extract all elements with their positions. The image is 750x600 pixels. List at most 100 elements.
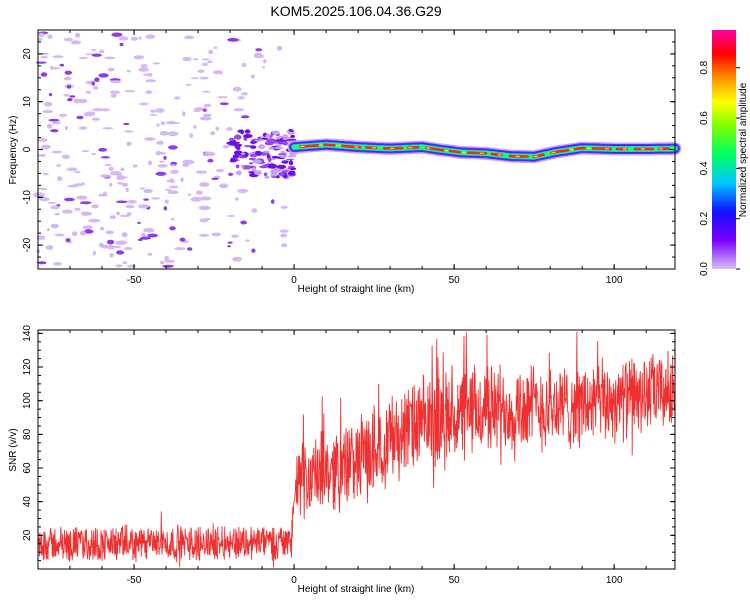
spectrogram-cluster-blob	[233, 150, 243, 156]
y-tick-label: 40	[22, 496, 33, 508]
spectrogram-cluster-blob	[263, 172, 268, 177]
snr-panel: -50 0 50 100 20 40 60 80 100 120 140 Height of str…	[8, 325, 676, 595]
spectrogram-noise-blob	[132, 164, 138, 168]
spectrogram-noise-blob	[79, 201, 92, 205]
spectrogram-noise-blob	[190, 196, 203, 202]
colorbar-tick-label: 0.2	[699, 211, 710, 225]
chart-title: KOM5.2025.106.04.36.G29	[270, 3, 441, 19]
spectrogram-noise-blob	[50, 223, 59, 229]
spectrogram-noise-blob	[107, 67, 115, 72]
spectrogram-noise-blob	[156, 140, 164, 145]
spectrogram-noise-blob	[240, 220, 247, 225]
spectrogram-noise-blob	[70, 40, 82, 45]
spectrogram-noise-blob	[160, 121, 166, 125]
spectrogram-cluster-blob	[287, 165, 295, 168]
spectrogram-noise-blob	[152, 62, 161, 65]
spectrogram-noise-blob	[184, 35, 195, 40]
spectrogram-noise-blob	[121, 182, 129, 187]
spectrogram-cluster-blob	[228, 137, 236, 141]
spectrogram-x-label: Height of straight line (km)	[298, 284, 415, 295]
spectrogram-noise-blob	[126, 212, 132, 216]
spectrogram-noise-blob	[232, 86, 242, 92]
spectrogram-cluster-blob	[276, 164, 287, 169]
x-tick-label: 50	[449, 275, 461, 286]
spectrogram-noise-blob	[73, 98, 80, 104]
spectrogram-noise-blob	[144, 137, 156, 141]
spectrogram-noise-blob	[83, 229, 94, 234]
spectrogram-noise-blob	[203, 103, 212, 108]
spectrogram-noise-blob	[163, 206, 168, 211]
spectrogram-noise-blob	[237, 96, 245, 100]
spectrogram-noise-blob	[101, 108, 110, 112]
spectrogram-cluster-blob	[282, 134, 289, 139]
spectrogram-noise-blob	[126, 141, 132, 147]
snr-marks	[37, 331, 676, 568]
spectrogram-noise-blob	[169, 178, 174, 181]
spectrogram-noise-blob	[145, 90, 153, 94]
spectrogram-noise-blob	[91, 204, 99, 209]
spectrogram-noise-blob	[105, 230, 114, 235]
spectrogram-cluster-blob	[249, 162, 253, 165]
spectrogram-noise-blob	[63, 93, 70, 97]
spectrogram-noise-blob	[143, 227, 155, 233]
spectrogram-cluster-blob	[263, 150, 270, 153]
spectrogram-noise-blob	[160, 260, 165, 265]
spectrogram-noise-blob	[127, 199, 137, 204]
spectrogram-cluster-blob	[286, 158, 294, 161]
spectrogram-cluster-blob	[282, 174, 288, 179]
spectrogram-noise-blob	[91, 53, 102, 57]
spectrogram-noise-blob	[201, 62, 208, 67]
spectrogram-cluster-blob	[282, 137, 288, 141]
spectrogram-cluster-blob	[288, 160, 294, 166]
spectrogram-noise-blob	[157, 164, 168, 168]
spectrogram-noise-blob	[92, 86, 99, 90]
spectrogram-noise-blob	[263, 59, 267, 64]
spectrogram-cluster-blob	[244, 129, 251, 134]
spectrogram-noise-blob	[227, 245, 231, 248]
spectrogram-noise-blob	[40, 55, 48, 59]
y-tick-label: 10	[22, 96, 33, 108]
spectrogram-noise-blob	[130, 36, 139, 41]
colorbar-tick-label: 0.0	[699, 262, 710, 276]
spectrogram-noise-blob	[86, 90, 91, 94]
spectrogram-noise-blob	[118, 36, 129, 41]
spectrogram-noise-blob	[215, 126, 220, 131]
spectrogram-noise-blob	[199, 76, 209, 80]
spectrogram-noise-blob	[139, 102, 149, 106]
spectrogram-noise-blob	[64, 70, 73, 75]
spectrogram-noise-blob	[66, 84, 72, 89]
x-tick-label: -50	[127, 275, 142, 286]
spectrogram-cluster-blob	[248, 157, 256, 161]
spectrogram-cluster-blob	[261, 137, 268, 140]
spectrogram-noise-blob	[113, 245, 121, 249]
spectrogram-noise-blob	[45, 245, 54, 250]
colorbar-axes: 0.0 0.2 0.4 0.6 0.8	[699, 60, 740, 276]
spectrogram-noise-blob	[253, 53, 264, 59]
spectrogram-noise-blob	[188, 193, 191, 197]
snr-frame	[37, 329, 676, 570]
spectrogram-cluster-blob	[243, 134, 253, 138]
spectrogram-noise-blob	[168, 185, 179, 189]
spectrogram-noise-blob	[182, 56, 192, 62]
spectrogram-noise-blob	[47, 34, 53, 39]
spectrogram-cluster-blob	[270, 169, 277, 175]
spectrogram-noise-blob	[100, 156, 110, 159]
spectrogram-noise-blob	[99, 49, 105, 54]
y-tick-label: -10	[22, 190, 33, 205]
y-tick-label: 20	[22, 48, 33, 60]
spectrogram-noise-blob	[140, 64, 148, 68]
spectrogram-noise-blob	[37, 138, 48, 142]
spectrogram-noise-blob	[226, 127, 233, 131]
spectrogram-noise-blob	[59, 63, 65, 67]
spectrogram-noise-blob	[48, 118, 60, 122]
spectrogram-noise-blob	[116, 250, 125, 255]
y-tick-label: 140	[22, 325, 33, 342]
spectrogram-noise-blob	[124, 130, 134, 133]
spectrogram-noise-blob	[233, 108, 245, 112]
spectrogram-noise-blob	[69, 95, 76, 98]
spectrogram-noise-blob	[50, 67, 61, 70]
spectrogram-noise-blob	[155, 171, 167, 176]
spectrogram-noise-blob	[199, 218, 209, 223]
y-tick-label: 60	[22, 462, 33, 474]
spectrogram-noise-blob	[143, 73, 148, 76]
